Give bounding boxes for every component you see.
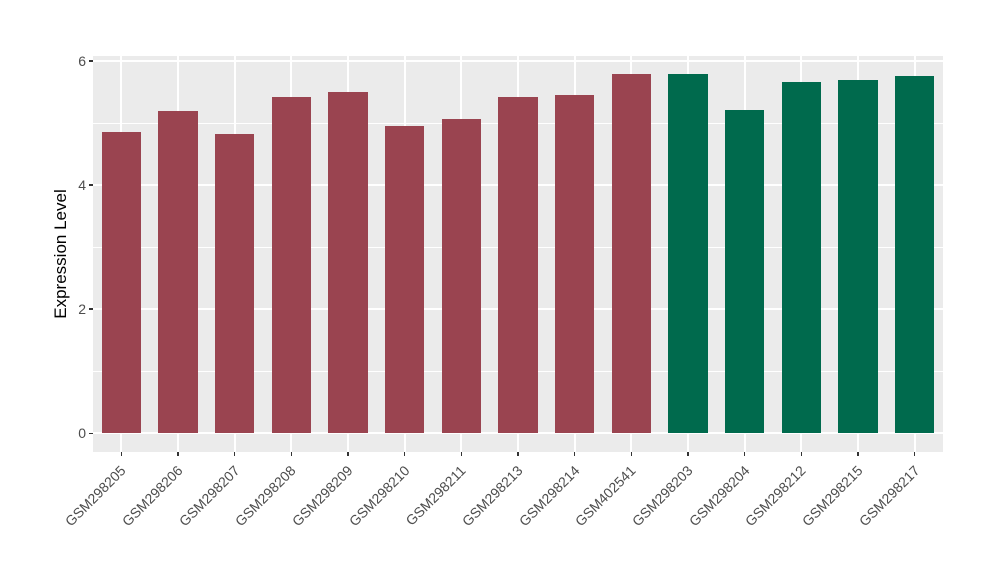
x-tick-mark-GSM298203 — [687, 452, 689, 456]
y-tick-label-6: 6 — [78, 52, 86, 69]
y-tick-label-2: 2 — [78, 301, 86, 318]
y-tick-mark-4 — [89, 184, 93, 186]
bar-GSM298204 — [724, 110, 765, 434]
x-tick-mark-GSM298210 — [403, 452, 406, 456]
bar-GSM298210 — [384, 125, 425, 434]
x-tick-mark-GSM298211 — [460, 452, 463, 456]
bar-GSM298214 — [554, 95, 595, 434]
x-tick-mark-GSM298214 — [573, 452, 576, 456]
x-tick-mark-GSM298217 — [913, 452, 916, 456]
bar-GSM298217 — [894, 75, 935, 434]
bar-GSM298213 — [498, 96, 538, 434]
x-tick-mark-GSM298207 — [233, 452, 236, 456]
bar-GSM298206 — [158, 111, 198, 434]
bar-GSM402541 — [611, 74, 652, 434]
x-tick-mark-GSM298208 — [290, 452, 293, 456]
y-tick-mark-0 — [89, 432, 93, 435]
x-tick-mark-GSM298215 — [857, 452, 859, 456]
x-tick-mark-GSM298212 — [800, 452, 803, 456]
bar-GSM298203 — [668, 74, 708, 434]
y-tick-mark-6 — [89, 60, 93, 62]
y-tick-label-0: 0 — [78, 425, 86, 442]
x-tick-mark-GSM298209 — [347, 452, 349, 456]
bar-GSM298211 — [441, 118, 482, 434]
bar-GSM298215 — [838, 79, 878, 434]
y-tick-mark-2 — [89, 308, 93, 310]
bar-GSM298205 — [101, 132, 142, 434]
x-tick-mark-GSM298204 — [743, 452, 746, 456]
x-tick-mark-GSM298205 — [120, 452, 123, 456]
bar-GSM298212 — [781, 82, 822, 434]
x-tick-mark-GSM298213 — [517, 452, 519, 456]
y-tick-label-4: 4 — [78, 177, 86, 194]
bar-GSM298207 — [214, 134, 255, 434]
plot-panel — [93, 56, 943, 452]
x-tick-mark-GSM298206 — [177, 452, 179, 456]
bar-GSM298208 — [271, 96, 312, 434]
x-tick-mark-GSM402541 — [630, 452, 633, 456]
bar-GSM298209 — [328, 92, 368, 434]
